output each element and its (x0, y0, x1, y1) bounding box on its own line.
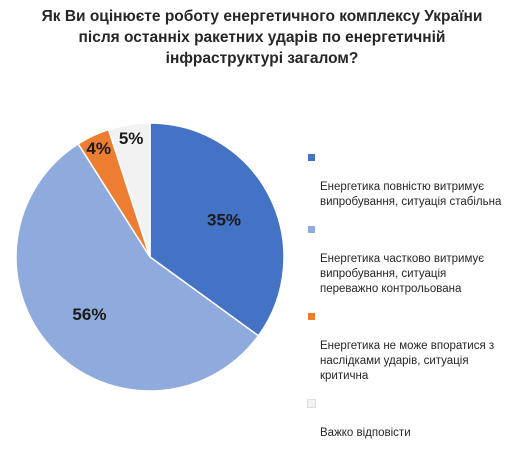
slice-controlled (15, 142, 260, 392)
legend-label: Енергетика частково витримує випробуванн… (320, 253, 485, 295)
legend-label: Енергетика не може впоратися з наслідкам… (320, 340, 495, 382)
legend-swatch (307, 399, 316, 408)
legend-label: Енергетика повністю витримує випробуванн… (320, 181, 502, 208)
legend-item-critical: Енергетика не може впоратися з наслідкам… (308, 309, 518, 384)
legend-label: Важко відповісти (320, 427, 411, 439)
legend: Енергетика повністю витримує випробуванн… (307, 150, 518, 453)
legend-item-stable: Енергетика повністю витримує випробуванн… (308, 150, 518, 210)
slice-hard-to-say (107, 122, 151, 258)
data-label: 5% (119, 129, 144, 148)
data-label: 35% (207, 210, 241, 229)
slice-stable (149, 122, 285, 337)
legend-item-controlled: Енергетика частково витримує випробуванн… (308, 222, 518, 297)
legend-swatch (308, 154, 315, 161)
data-label: 56% (72, 305, 106, 324)
pie-chart: 35% 56% 4% 5% (15, 122, 285, 392)
data-label: 4% (86, 139, 111, 158)
legend-swatch (308, 226, 315, 233)
legend-item-hard-to-say: Важко відповісти (307, 396, 518, 441)
legend-swatch (308, 313, 315, 320)
chart-title: Як Ви оцінюєте роботу енергетичного комп… (41, 8, 483, 67)
